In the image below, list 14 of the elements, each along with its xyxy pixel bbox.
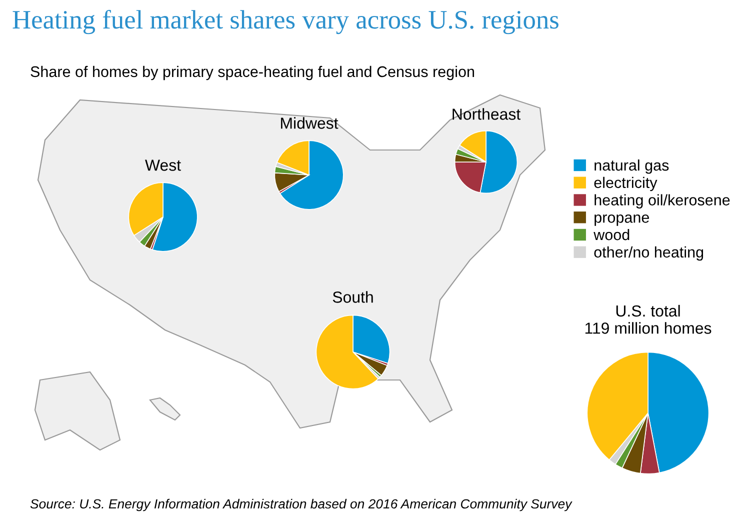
chart-title: South [332,291,373,303]
legend-label: natural gas [594,159,669,174]
chart-title: Northeast [452,108,521,120]
legend-label: heating oil/kerosene [594,194,730,208]
legend-label: wood [594,228,630,240]
chart-title: West [145,160,181,171]
text: Heating fuel market shares vary across U.S. regions [12,10,558,34]
chart-title: Midwest [281,117,338,129]
legend-label: propane [594,214,649,226]
legend-label: electricity [594,176,658,192]
source-note: Source: U.S. Energy Information Administration based on 2016 American Community Survey [30,498,572,512]
legend-label: other/no heating [594,246,704,261]
text: U.S. total 119 million homes [585,304,712,334]
text: Share of homes by primary space-heating fuel and Census region [30,66,474,80]
